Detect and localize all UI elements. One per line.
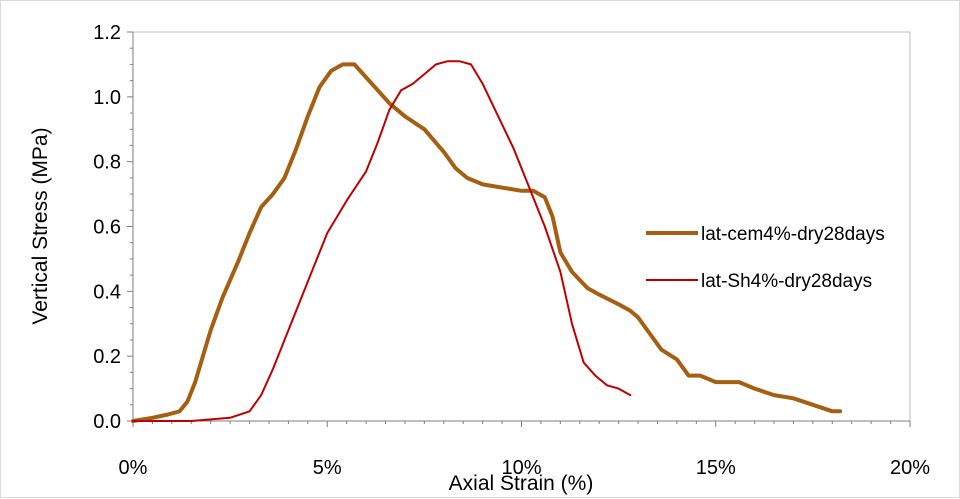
x-axis: 0% 5% 10% 15% 20% bbox=[119, 420, 930, 479]
series-group bbox=[131, 60, 843, 423]
x-tick-label: 20% bbox=[890, 457, 930, 479]
legend-label: lat-cem4%-dry28days bbox=[701, 224, 885, 245]
series-line-1 bbox=[131, 62, 843, 423]
legend-label: lat-Sh4%-dry28days bbox=[701, 271, 872, 292]
series-line-2 bbox=[132, 60, 632, 422]
y-tick-label: 0.6 bbox=[93, 217, 121, 239]
y-axis-title: Vertical Stress (MPa) bbox=[29, 127, 52, 324]
x-tick-label: 10% bbox=[501, 457, 541, 479]
y-tick-label: 0.4 bbox=[93, 281, 121, 303]
x-tick-label: 0% bbox=[119, 457, 148, 479]
y-tick-label: 1.2 bbox=[93, 22, 121, 44]
y-tick-label: 0.0 bbox=[93, 411, 121, 433]
x-tick-label: 15% bbox=[696, 457, 736, 479]
legend: lat-cem4%-dry28days lat-Sh4%-dry28days bbox=[646, 224, 885, 292]
x-axis-title: Axial Strain (%) bbox=[449, 472, 594, 495]
y-axis: 0.0 0.2 0.4 0.6 0.8 1.0 1.2 bbox=[93, 22, 134, 433]
x-tick-label: 5% bbox=[313, 457, 342, 479]
y-tick-label: 0.2 bbox=[93, 346, 121, 368]
y-tick-label: 1.0 bbox=[93, 87, 121, 109]
y-tick-label: 0.8 bbox=[93, 152, 121, 174]
